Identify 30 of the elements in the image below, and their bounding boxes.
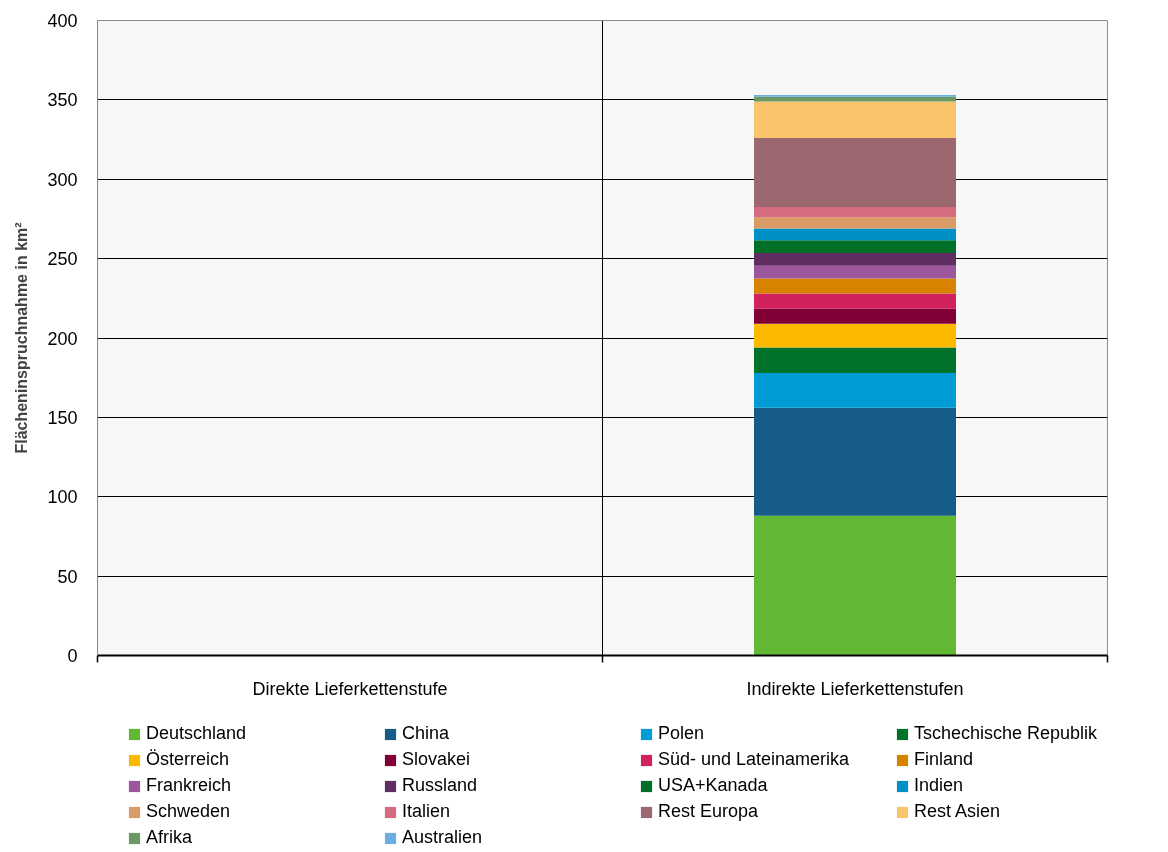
legend-label: Deutschland: [146, 723, 248, 744]
legend-label: Rest Asien: [914, 801, 1002, 822]
x-tick-label: Indirekte Lieferkettenstufen: [746, 678, 964, 699]
legend-label: Frankreich: [146, 775, 233, 796]
legend-label: Rest Europa: [658, 801, 760, 822]
y-tick-label: 300: [47, 169, 78, 190]
legend-label: Polen: [658, 723, 706, 744]
legend-label: China: [402, 723, 451, 744]
legend-label: Slovakei: [402, 749, 472, 770]
legend-label: Afrika: [146, 827, 193, 848]
y-tick-label: 100: [47, 487, 78, 508]
y-tick-label: 150: [47, 407, 78, 428]
y-tick-label: 50: [57, 566, 78, 587]
y-tick-label: 350: [47, 90, 78, 111]
legend-label: Indien: [914, 775, 965, 796]
y-tick-label: 400: [47, 11, 78, 31]
legend-label: Tschechische Republik: [914, 723, 1099, 744]
legend-label: Süd- und Lateinamerika: [658, 749, 851, 770]
legend-label: Österreich: [146, 749, 231, 770]
y-tick-label: 250: [47, 249, 78, 270]
legend-label: Italien: [402, 801, 452, 822]
legend-label: Russland: [402, 775, 479, 796]
y-axis-title: Flächeninspruchnahme in km²: [13, 222, 31, 454]
legend-label: Australien: [402, 827, 484, 848]
legend-label: Schweden: [146, 801, 232, 822]
y-tick-label: 0: [67, 646, 78, 666]
legend-label: Finland: [914, 749, 975, 770]
x-tick-label: Direkte Lieferkettenstufe: [252, 678, 448, 699]
y-tick-label: 200: [47, 328, 78, 349]
legend-label: USA+Kanada: [658, 775, 769, 796]
